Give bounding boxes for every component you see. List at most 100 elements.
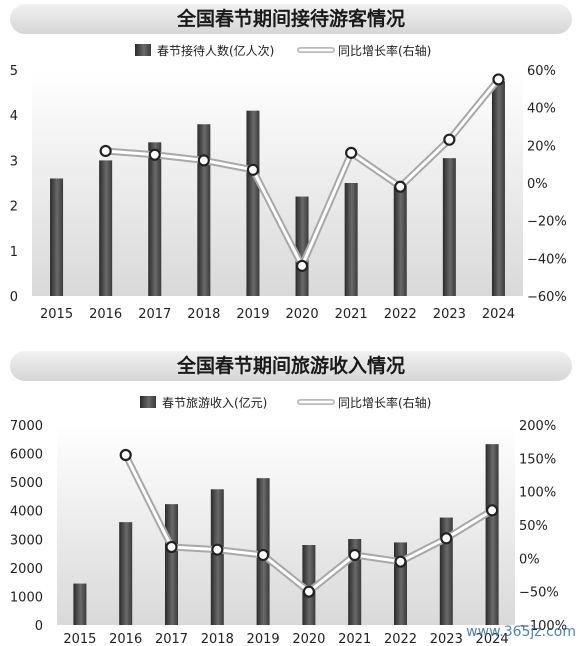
y-right-tick-label: −40% [527,252,567,267]
y-right-tick-label: −100% [519,619,567,634]
bar-2018 [197,124,211,297]
y-left-tick-label: 5 [10,64,18,79]
legend-bar-label: 春节接待人数(亿人次) [157,43,274,58]
revenue-chart-panel: 全国春节期间旅游收入情况 春节旅游收入(亿元) 同比增长率(右轴) 0 1000 200… [0,345,582,646]
chart-title: 全国春节期间旅游收入情况 [10,351,572,381]
x-tick-label: 2021 [338,632,371,646]
legend-bar-label: 春节旅游收入(亿元) [162,395,267,410]
bar-2020 [295,196,309,296]
visitors-chart: 春节接待人数(亿人次) 同比增长率(右轴) 0 1 2 3 4 5 −60% −40% −20% 0%… [10,43,567,322]
growth-point-2024 [486,504,499,517]
growth-point-2023 [443,133,456,146]
plot-background [32,70,523,296]
y-left-tick-label: 2000 [10,562,43,577]
growth-point-2018 [211,543,224,556]
x-tick-label: 2024 [476,632,509,646]
bar-2022 [393,183,407,296]
y-left-tick-label: 1 [10,245,18,260]
x-tick-label: 2020 [286,307,319,322]
x-tick-label: 2024 [482,307,515,322]
legend-bar-swatch [135,44,151,56]
x-tick-label: 2022 [384,632,417,646]
growth-point-2021 [345,146,358,159]
growth-point-2018 [197,154,210,167]
y-right-tick-label: 200% [519,419,556,434]
x-tick-label: 2018 [187,307,220,322]
growth-point-2016 [119,448,132,462]
x-tick-label: 2015 [40,307,73,322]
y-left-tick-label: 0 [35,619,43,634]
plot-background [57,425,515,625]
bar-2024 [485,444,499,625]
growth-point-2016 [99,144,112,158]
bar-2015 [73,583,87,625]
bar-2023 [439,517,453,625]
x-tick-label: 2022 [384,307,417,322]
y-left-tick-label: 6000 [10,448,43,463]
revenue-chart: 春节旅游收入(亿元) 同比增长率(右轴) 0 1000 2000 3000 4000 5000… [10,395,567,646]
visitors-chart-panel: 全国春节期间接待游客情况 春节接待人数(亿人次) 同比增长率(右轴) 0 1 2 3 4 5 −… [0,0,582,322]
y-left-tick-label: 7000 [10,419,43,434]
bar-2016 [99,160,113,296]
y-right-tick-label: −50% [519,586,559,601]
x-tick-label: 2023 [433,307,466,322]
growth-point-2017 [148,148,161,161]
growth-point-2017 [165,540,178,554]
legend-line-label: 同比增长率(右轴) [338,43,431,58]
x-tick-label: 2018 [201,632,234,646]
growth-point-2020 [302,585,315,598]
growth-point-2019 [246,163,260,176]
bar-2015 [50,178,64,296]
growth-point-2021 [348,548,361,562]
x-tick-label: 2016 [89,307,122,322]
x-tick-label: 2017 [155,632,188,646]
growth-point-2022 [394,180,407,193]
y-right-tick-label: −20% [527,215,567,230]
bar-2022 [394,542,407,625]
x-tick-label: 2019 [247,632,280,646]
bar-2018 [210,489,224,625]
bar-2017 [148,142,162,296]
legend-bar-swatch [140,396,156,408]
growth-point-2022 [394,555,407,568]
y-right-tick-label: 0% [527,177,548,192]
x-tick-label: 2023 [430,632,463,646]
y-right-tick-label: 20% [527,139,556,154]
growth-point-2024 [492,73,505,86]
bar-2016 [119,522,133,625]
y-right-tick-label: −60% [527,290,567,305]
legend-line-label: 同比增长率(右轴) [338,395,431,410]
x-tick-label: 2021 [335,307,368,322]
y-right-tick-label: 150% [519,452,556,467]
bar-2017 [165,504,178,625]
bar-2020 [302,545,316,625]
growth-point-2023 [440,532,453,545]
x-tick-label: 2016 [109,632,142,646]
watermark-text: www.365jz.com [466,624,576,640]
y-left-tick-label: 4 [10,109,18,124]
y-right-tick-label: 40% [527,102,556,117]
bar-2021 [344,183,358,296]
y-right-tick-label: 50% [519,519,548,534]
x-tick-label: 2015 [63,632,96,646]
bar-2024 [491,81,505,296]
chart-legend: 春节旅游收入(亿元) 同比增长率(右轴) [140,395,431,410]
y-right-tick-label: 100% [519,486,556,501]
y-left-tick-label: 4000 [10,505,43,520]
growth-point-2019 [257,548,270,562]
x-tick-label: 2017 [138,307,171,322]
growth-point-2020 [295,259,309,272]
bar-2023 [442,158,456,296]
y-left-tick-label: 2 [10,200,18,215]
y-left-tick-label: 3 [10,154,18,169]
x-tick-label: 2020 [292,632,325,646]
y-left-tick-label: 5000 [10,476,43,491]
y-right-tick-label: 60% [527,64,556,79]
chart-legend: 春节接待人数(亿人次) 同比增长率(右轴) [135,43,431,58]
x-tick-label: 2019 [236,307,269,322]
y-left-tick-label: 3000 [10,533,43,548]
bar-2019 [246,110,260,297]
y-left-tick-label: 0 [10,290,18,305]
y-right-tick-label: 0% [519,552,540,567]
y-left-tick-label: 1000 [10,590,43,605]
